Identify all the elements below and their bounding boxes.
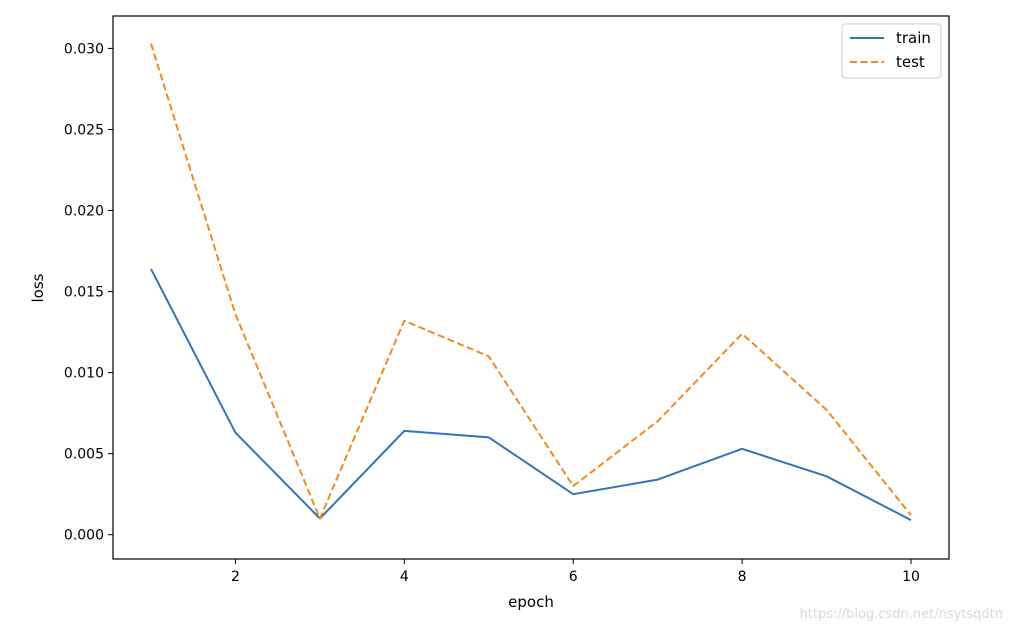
legend: train test xyxy=(841,23,942,79)
x-axis-ticks: 2 4 6 8 10 xyxy=(231,559,920,585)
legend-label-train: train xyxy=(896,29,931,47)
legend-label-test: test xyxy=(896,53,925,71)
y-tick-label: 0.000 xyxy=(64,528,104,544)
y-tick-label: 0.030 xyxy=(64,41,104,57)
y-axis-label: loss xyxy=(29,273,47,302)
x-tick-label: 4 xyxy=(400,569,409,585)
y-tick-label: 0.020 xyxy=(64,204,104,220)
series-lines xyxy=(150,43,912,521)
watermark: https://blog.csdn.net/nsytsqdtn xyxy=(799,607,1003,622)
y-tick-label: 0.010 xyxy=(64,366,104,382)
x-axis-label: epoch xyxy=(508,593,554,611)
y-axis-ticks: 0.000 0.005 0.010 0.015 0.020 0.025 0.030 xyxy=(64,41,113,544)
x-tick-label: 2 xyxy=(231,569,240,585)
x-tick-label: 10 xyxy=(902,569,920,585)
y-tick-label: 0.015 xyxy=(64,285,104,301)
x-tick-label: 8 xyxy=(738,569,747,585)
series-line-train xyxy=(150,268,912,521)
plot-area xyxy=(112,15,950,560)
x-tick-label: 6 xyxy=(569,569,578,585)
y-tick-label: 0.025 xyxy=(64,122,104,138)
y-tick-label: 0.005 xyxy=(64,447,104,463)
series-line-test xyxy=(150,43,912,520)
